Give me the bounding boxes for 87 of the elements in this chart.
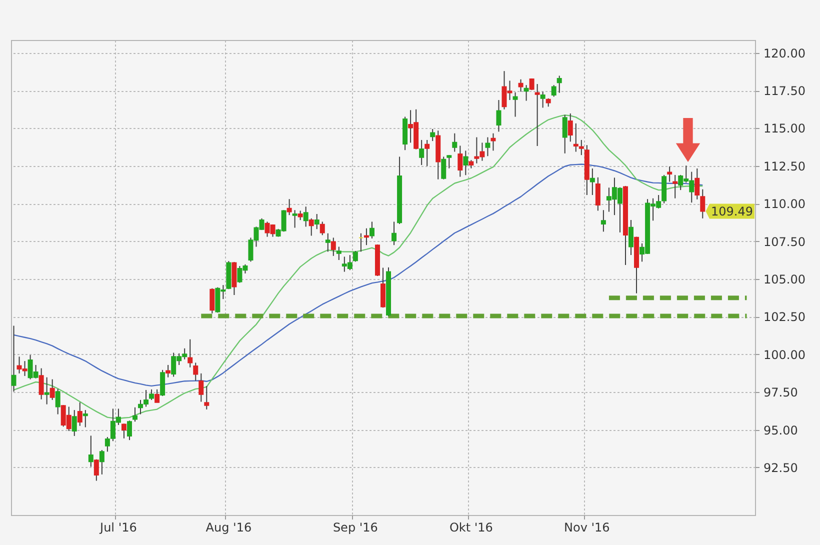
candlestick	[204, 386, 210, 410]
candlestick	[430, 128, 436, 142]
candlestick	[364, 228, 369, 246]
candlestick	[50, 378, 55, 400]
candlestick	[286, 198, 292, 216]
candlestick	[160, 369, 166, 397]
y-tick-label: 112.50	[764, 159, 806, 174]
candlestick	[452, 132, 458, 152]
candlestick	[628, 220, 634, 256]
candlestick	[568, 112, 573, 142]
candlestick	[38, 368, 44, 400]
candlestick	[595, 176, 600, 212]
candlestick	[336, 246, 342, 261]
y-tick-label: 97.50	[764, 386, 798, 400]
candlestick	[72, 410, 77, 436]
candlestick	[441, 156, 446, 180]
candlestick	[325, 232, 330, 252]
candlestick	[126, 420, 132, 441]
y-tick-label: 92.50	[764, 461, 798, 475]
annotation: 109.49	[711, 204, 753, 218]
candlestick	[512, 92, 518, 118]
candlestick	[314, 214, 320, 230]
candlestick	[308, 218, 314, 236]
candlestick	[99, 450, 104, 475]
x-tick-label: Aug '16	[206, 520, 252, 534]
candlestick	[534, 84, 540, 147]
candlestick	[590, 168, 595, 196]
candlestick	[551, 84, 556, 98]
candlestick	[232, 261, 237, 296]
candlestick	[578, 139, 584, 156]
x-tick-label: Sep '16	[332, 520, 378, 534]
candlestick	[600, 210, 606, 232]
candlestick	[198, 372, 204, 402]
candlestick	[694, 168, 700, 200]
candlestick	[149, 388, 154, 400]
candlestick	[193, 362, 198, 382]
y-tick-label: 117.50	[764, 84, 806, 98]
candlestick	[11, 325, 16, 392]
candlestick	[292, 210, 298, 228]
candlestick	[700, 188, 706, 219]
candlestick	[463, 150, 468, 176]
candlestick	[121, 423, 126, 439]
candlestick	[562, 114, 568, 154]
candlestick	[446, 154, 452, 169]
candlestick	[352, 250, 358, 262]
y-tick-label: 105.00	[764, 272, 806, 287]
candlestick	[369, 221, 374, 239]
candlestick	[458, 145, 463, 178]
candlestick	[424, 139, 430, 167]
candlestick	[55, 388, 60, 415]
candlestick	[524, 84, 529, 102]
y-tick-label: 95.00	[764, 423, 798, 438]
x-tick-label: Jul '16	[99, 520, 137, 534]
candlestick	[490, 132, 496, 152]
candlestick	[672, 174, 678, 199]
candlestick	[496, 100, 502, 132]
candlestick	[556, 75, 562, 94]
candlestick	[88, 435, 94, 468]
candlestick	[380, 267, 386, 308]
candlestick	[419, 139, 424, 166]
candlestick	[132, 406, 138, 422]
y-tick-label: 107.50	[764, 234, 806, 249]
candlestick	[667, 166, 672, 182]
candlestick	[392, 221, 397, 246]
candlestick	[330, 237, 336, 256]
candlestick	[573, 122, 578, 152]
candlestick	[540, 91, 546, 108]
candlestick	[298, 210, 303, 221]
candlestick	[77, 402, 82, 426]
y-tick-label: 110.00	[764, 197, 806, 212]
candlestick	[82, 410, 88, 428]
candlestick	[485, 136, 490, 157]
candlestick	[166, 364, 171, 378]
candlestick	[210, 288, 215, 314]
candlestick	[188, 338, 193, 368]
x-tick-label: Nov '16	[564, 520, 610, 534]
y-tick-label: 115.00	[764, 122, 806, 136]
y-tick-label: 120.00	[764, 46, 806, 60]
candlestick	[94, 458, 99, 482]
candlestick	[518, 78, 524, 92]
candlestick	[154, 388, 160, 404]
candlestick	[303, 206, 308, 228]
y-tick-label: 102.50	[764, 310, 806, 324]
y-tick-label: 100.00	[764, 348, 806, 362]
x-tick-label: Okt '16	[449, 520, 493, 534]
candlestick	[44, 376, 50, 405]
candlestick	[320, 221, 325, 236]
